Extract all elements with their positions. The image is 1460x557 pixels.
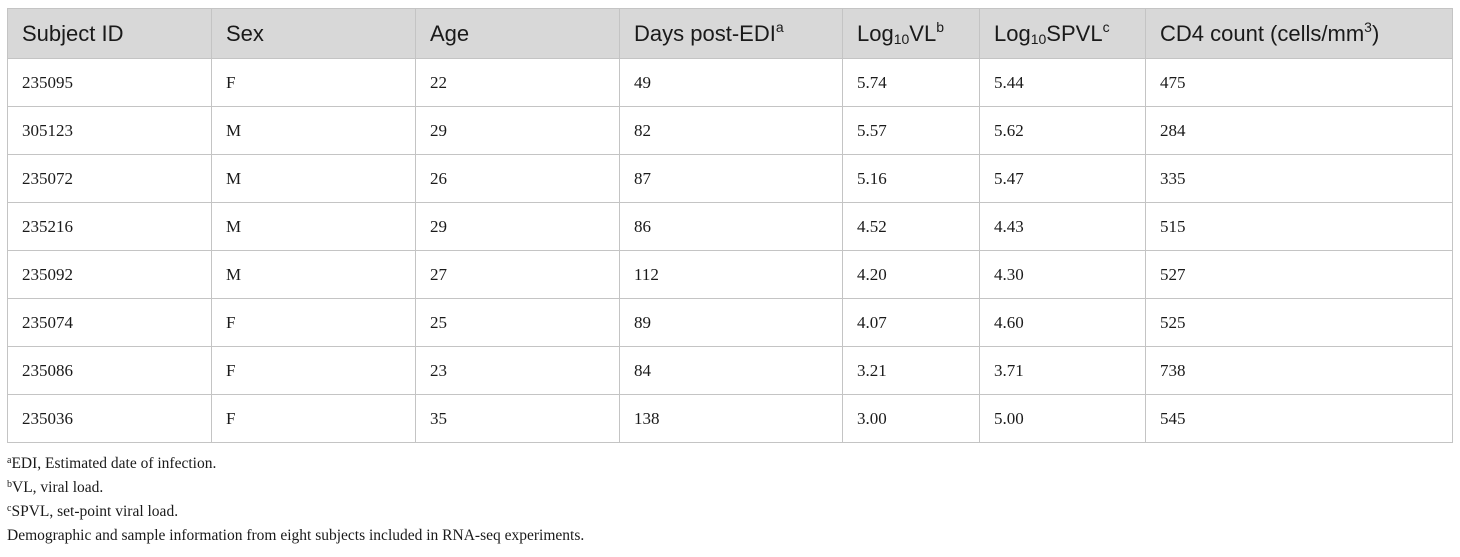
cell-age: 29 — [415, 202, 620, 251]
cell-days-post-edi: 89 — [619, 298, 843, 347]
cell-log10-spvl: 4.60 — [979, 298, 1146, 347]
cell-subject-id: 305123 — [7, 106, 212, 155]
table-header-row: Subject ID Sex Age Days post-EDIa Log10V… — [7, 8, 1453, 59]
table-row: 235072 M 26 87 5.16 5.47 335 — [7, 154, 1453, 203]
cell-cd4-count: 545 — [1145, 394, 1453, 443]
table-row: 235074 F 25 89 4.07 4.60 525 — [7, 298, 1453, 347]
cell-days-post-edi: 112 — [619, 250, 843, 299]
header-subject-id: Subject ID — [7, 8, 212, 59]
cell-subject-id: 235074 — [7, 298, 212, 347]
cell-cd4-count: 335 — [1145, 154, 1453, 203]
cell-sex: F — [211, 58, 416, 107]
table-notes: aEDI, Estimated date of infection. bVL, … — [7, 452, 584, 548]
cell-log10-spvl: 5.44 — [979, 58, 1146, 107]
header-days-post-edi: Days post-EDIa — [619, 8, 843, 59]
cell-log10-spvl: 5.62 — [979, 106, 1146, 155]
cell-days-post-edi: 87 — [619, 154, 843, 203]
header-cd4-count: CD4 count (cells/mm3) — [1145, 8, 1453, 59]
table-row: 235095 F 22 49 5.74 5.44 475 — [7, 58, 1453, 107]
cell-subject-id: 235086 — [7, 346, 212, 395]
footnote-vl: bVL, viral load. — [7, 479, 104, 496]
table-row: 235036 F 35 138 3.00 5.00 545 — [7, 394, 1453, 443]
cell-log10-spvl: 5.00 — [979, 394, 1146, 443]
cell-sex: F — [211, 394, 416, 443]
cell-cd4-count: 738 — [1145, 346, 1453, 395]
cell-subject-id: 235092 — [7, 250, 212, 299]
cell-log10-spvl: 4.30 — [979, 250, 1146, 299]
header-sex: Sex — [211, 8, 416, 59]
cell-log10-vl: 5.57 — [842, 106, 980, 155]
data-table-container: Subject ID Sex Age Days post-EDIa Log10V… — [7, 8, 1453, 443]
cell-age: 22 — [415, 58, 620, 107]
table-caption: Demographic and sample information from … — [7, 527, 585, 544]
cell-cd4-count: 525 — [1145, 298, 1453, 347]
cell-log10-vl: 4.52 — [842, 202, 980, 251]
footnote-spvl: cSPVL, set-point viral load. — [7, 503, 179, 520]
cell-subject-id: 235072 — [7, 154, 212, 203]
cell-age: 23 — [415, 346, 620, 395]
header-log10-vl: Log10VLb — [842, 8, 980, 59]
cell-cd4-count: 527 — [1145, 250, 1453, 299]
footnote-edi: aEDI, Estimated date of infection. — [7, 455, 217, 472]
cell-days-post-edi: 138 — [619, 394, 843, 443]
header-age: Age — [415, 8, 620, 59]
cell-age: 35 — [415, 394, 620, 443]
cell-days-post-edi: 84 — [619, 346, 843, 395]
cell-age: 25 — [415, 298, 620, 347]
cell-days-post-edi: 49 — [619, 58, 843, 107]
cell-cd4-count: 475 — [1145, 58, 1453, 107]
header-log10-spvl: Log10SPVLc — [979, 8, 1146, 59]
table-row: 235086 F 23 84 3.21 3.71 738 — [7, 346, 1453, 395]
cell-log10-spvl: 5.47 — [979, 154, 1146, 203]
subject-table: Subject ID Sex Age Days post-EDIa Log10V… — [7, 8, 1453, 443]
cell-sex: M — [211, 106, 416, 155]
cell-age: 26 — [415, 154, 620, 203]
cell-log10-spvl: 3.71 — [979, 346, 1146, 395]
cell-days-post-edi: 82 — [619, 106, 843, 155]
cell-sex: F — [211, 346, 416, 395]
cell-log10-vl: 4.20 — [842, 250, 980, 299]
cell-days-post-edi: 86 — [619, 202, 843, 251]
cell-log10-vl: 3.21 — [842, 346, 980, 395]
cell-log10-spvl: 4.43 — [979, 202, 1146, 251]
cell-age: 29 — [415, 106, 620, 155]
cell-sex: M — [211, 202, 416, 251]
table-row: 235092 M 27 112 4.20 4.30 527 — [7, 250, 1453, 299]
table-row: 305123 M 29 82 5.57 5.62 284 — [7, 106, 1453, 155]
cell-sex: M — [211, 250, 416, 299]
cell-cd4-count: 284 — [1145, 106, 1453, 155]
cell-log10-vl: 4.07 — [842, 298, 980, 347]
cell-log10-vl: 5.74 — [842, 58, 980, 107]
cell-subject-id: 235036 — [7, 394, 212, 443]
cell-subject-id: 235216 — [7, 202, 212, 251]
cell-sex: M — [211, 154, 416, 203]
cell-age: 27 — [415, 250, 620, 299]
table-row: 235216 M 29 86 4.52 4.43 515 — [7, 202, 1453, 251]
cell-log10-vl: 3.00 — [842, 394, 980, 443]
cell-log10-vl: 5.16 — [842, 154, 980, 203]
cell-sex: F — [211, 298, 416, 347]
cell-subject-id: 235095 — [7, 58, 212, 107]
cell-cd4-count: 515 — [1145, 202, 1453, 251]
